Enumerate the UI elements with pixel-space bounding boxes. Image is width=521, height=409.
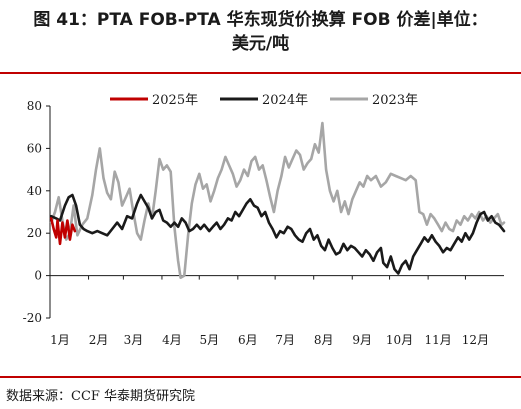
bottom-divider bbox=[0, 376, 521, 378]
x-tick-label: 10月 bbox=[386, 333, 413, 347]
chart-title-line1: 图 41：PTA FOB-PTA 华东现货价换算 FOB 价差|单位： bbox=[33, 10, 488, 30]
y-tick-label: 40 bbox=[27, 184, 42, 198]
x-tick-label: 2月 bbox=[89, 333, 109, 347]
series-line-2 bbox=[49, 121, 506, 279]
y-tick-label: 20 bbox=[27, 226, 42, 240]
y-tick-label: -20 bbox=[23, 311, 42, 325]
legend-label-0: 2025年 bbox=[152, 93, 198, 108]
x-tick-label: 4月 bbox=[162, 333, 182, 347]
x-tick-label: 3月 bbox=[124, 333, 144, 347]
x-tick-label: 7月 bbox=[275, 333, 295, 347]
legend-label-2: 2023年 bbox=[372, 93, 418, 108]
x-tick-label: 11月 bbox=[424, 333, 451, 347]
chart-legend: 2025年 2024年 2023年 bbox=[110, 93, 418, 108]
x-tick-label: 8月 bbox=[314, 333, 334, 347]
x-tick-label: 9月 bbox=[352, 333, 372, 347]
x-tick-label: 6月 bbox=[238, 333, 258, 347]
series-line-0 bbox=[49, 217, 77, 246]
chart-axes: -20 0 20 40 60 80 1月 2月 3月 4月 5月 6月 7月 8月 9月 10月 11月 12月 bbox=[23, 99, 504, 347]
legend-label-1: 2024年 bbox=[262, 93, 308, 108]
y-tick-label: 80 bbox=[27, 99, 42, 113]
chart-title-line2: 美元/吨 bbox=[231, 34, 290, 54]
series-line-1 bbox=[49, 193, 506, 275]
top-divider bbox=[0, 72, 521, 74]
chart-series-layer bbox=[49, 121, 506, 279]
data-source-note: 数据来源：CCF 华泰期货研究院 bbox=[6, 389, 196, 404]
y-tick-label: 0 bbox=[34, 269, 42, 283]
x-tick-label: 12月 bbox=[462, 333, 489, 347]
x-tick-label: 1月 bbox=[50, 333, 70, 347]
y-tick-label: 60 bbox=[27, 141, 42, 155]
x-tick-label: 5月 bbox=[199, 333, 219, 347]
